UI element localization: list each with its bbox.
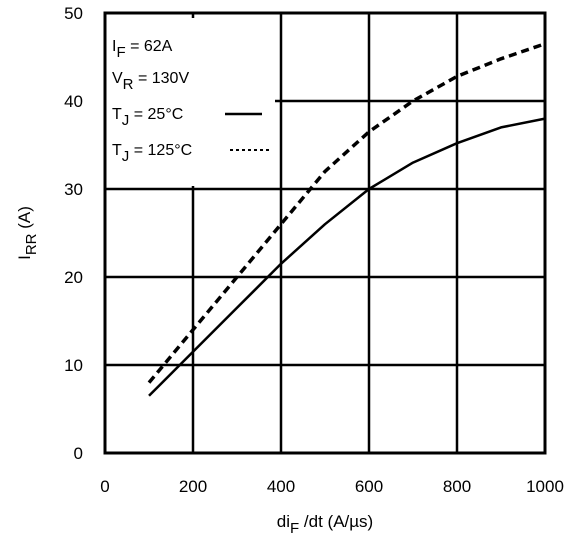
y-tick-label-20: 20 [64,268,83,287]
x-tick-label-0: 0 [100,477,109,496]
legend-label-125c: TJ = 125°C [112,142,192,165]
x-tick-label-600: 600 [355,477,383,496]
x-tick-labels: 0 200 400 600 800 1000 [100,477,564,496]
y-tick-label-0: 0 [74,444,83,463]
y-tick-label-10: 10 [64,356,83,375]
series-line-25c [148,117,546,397]
x-axis-label: diF /dt (A/µs) [277,512,373,537]
legend-box-background [105,18,275,186]
y-tick-labels: 0 10 20 30 40 50 [64,4,83,463]
y-tick-label-40: 40 [64,92,83,111]
y-tick-label-50: 50 [64,4,83,23]
condition-vr: VR = 130V [112,70,189,93]
series-line-125c [147,42,546,384]
legend-label-25c: TJ = 25°C [112,106,183,129]
x-tick-label-200: 200 [179,477,207,496]
y-axis-label: IRR (A) [15,206,40,260]
plot-frame [103,11,547,455]
legend: IF = 62A VR = 130V TJ = 25°C TJ = 125°C [112,38,272,165]
y-tick-label-30: 30 [64,180,83,199]
x-tick-label-1000: 1000 [526,477,564,496]
x-tick-label-400: 400 [267,477,295,496]
series-group [147,42,546,397]
condition-if: IF = 62A [112,38,173,61]
x-tick-label-800: 800 [443,477,471,496]
